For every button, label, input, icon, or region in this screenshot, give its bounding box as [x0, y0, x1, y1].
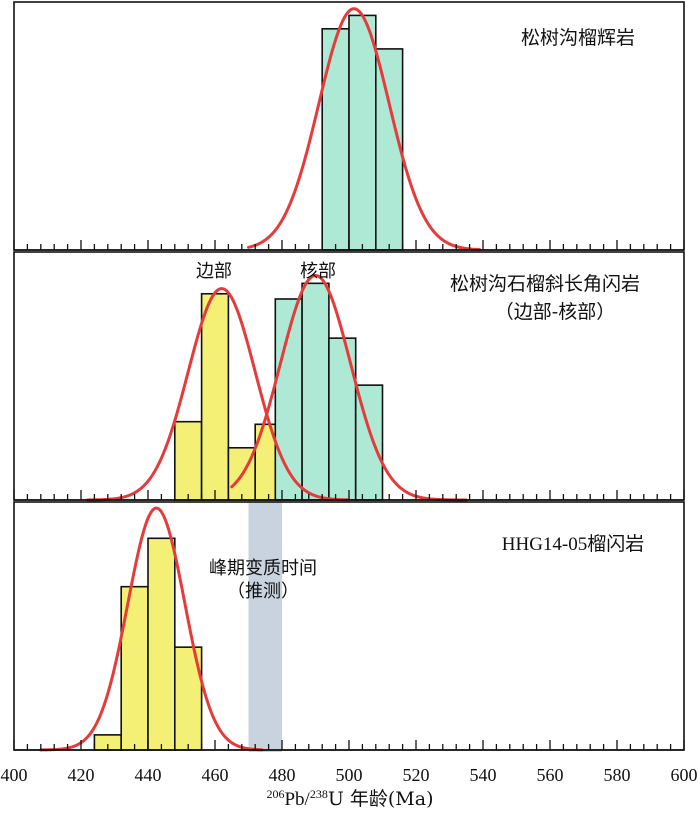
bars-layer: [93, 14, 404, 751]
panel-2-bar-6: [301, 282, 330, 501]
panel-2-title: 松树沟石榴斜长角闪岩: [450, 273, 640, 295]
annotation-core: 核部: [300, 261, 336, 282]
x-axis-label: 206Pb/238U 年龄(Ma): [266, 787, 433, 810]
x-tick-label-400: 400: [1, 765, 28, 785]
x-tick-label-540: 540: [470, 765, 497, 785]
x-tick-label-600: 600: [671, 765, 698, 785]
curves-layer: [39, 7, 482, 752]
axes-layer: [13, 1, 685, 751]
x-axis-label-mid: Pb/: [284, 789, 310, 810]
annotation-inferred: （推测）: [227, 581, 299, 602]
panel-1-title: 松树沟榴辉岩: [521, 27, 635, 49]
panel-2-subtitle: （边部-核部）: [495, 301, 615, 323]
panel-1-bar-2: [348, 14, 377, 251]
panel-3-curve-1: [39, 506, 264, 752]
x-tick-label-440: 440: [135, 765, 162, 785]
x-tick-label-520: 520: [403, 765, 430, 785]
panel-1-curve-1: [247, 7, 482, 252]
x-tick-label-420: 420: [68, 765, 95, 785]
panel-1-bar-3: [374, 48, 404, 251]
x-tick-label-460: 460: [202, 765, 229, 785]
x-tick-label-500: 500: [336, 765, 363, 785]
x-axis-label-sup1: 206: [266, 787, 284, 801]
panel-1-bar-1: [321, 28, 350, 251]
panel-2-bar-2: [200, 292, 230, 501]
annotation-peak-metamorphism: 峰期变质时间: [209, 558, 317, 579]
x-tick-labels: 400 420 440 460 480 500 520 540 560 580 600: [1, 765, 698, 785]
annotation-rim: 边部: [196, 261, 232, 282]
panel-1-frame: [13, 1, 685, 251]
x-tick-label-480: 480: [269, 765, 296, 785]
panel-3-frame: [13, 501, 685, 751]
panel-3-title: HHG14-05榴闪岩: [502, 533, 645, 555]
x-axis-label-sup2: 238: [310, 787, 328, 801]
x-tick-label-560: 560: [537, 765, 564, 785]
x-tick-label-580: 580: [604, 765, 631, 785]
shaded-band: [248, 500, 282, 752]
x-axis-label-rest: U 年龄(Ma): [328, 788, 434, 810]
panel-2-curve-2: [230, 273, 468, 502]
panel-2-frame: [13, 251, 685, 501]
panel-3-bar-3: [147, 537, 176, 751]
panel-2-bar-1: [174, 420, 203, 501]
shaded-band-layer: [248, 500, 282, 752]
panel-2-curve-1: [86, 287, 351, 502]
